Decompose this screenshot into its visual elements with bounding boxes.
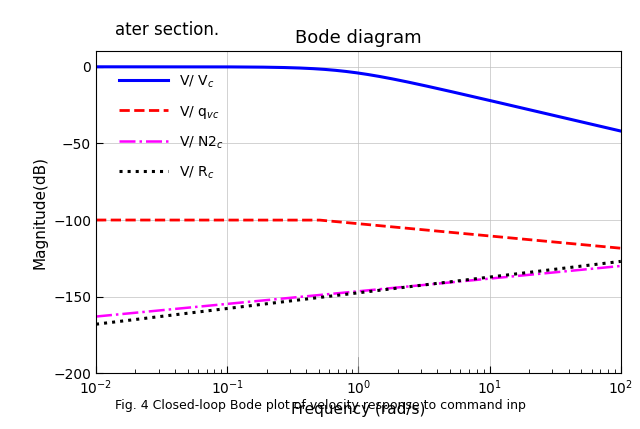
Legend: V/ V$_c$, V/ q$_{vc}$, V/ N2$_c$, V/ R$_c$: V/ V$_c$, V/ q$_{vc}$, V/ N2$_c$, V/ R$_… — [113, 68, 229, 187]
Y-axis label: Magnitude(dB): Magnitude(dB) — [33, 156, 47, 269]
Text: ater section.: ater section. — [115, 21, 220, 39]
Title: Bode diagram: Bode diagram — [295, 29, 422, 47]
X-axis label: Frequency (rad/s): Frequency (rad/s) — [291, 402, 426, 417]
Text: Fig. 4 Closed-loop Bode plot of velocity response to command inp: Fig. 4 Closed-loop Bode plot of velocity… — [115, 399, 526, 412]
